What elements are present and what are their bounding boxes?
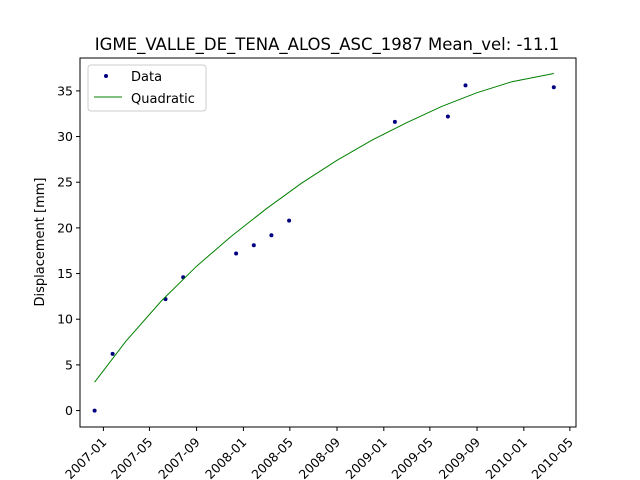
data-point — [392, 119, 397, 124]
y-axis: 0 5 10 15 20 25 30 35 — [57, 83, 80, 418]
legend: Data Quadratic — [87, 64, 207, 112]
x-tick-label: 2007-05 — [108, 435, 156, 480]
y-tick-label: 15 — [57, 266, 73, 281]
x-tick-label: 2009-09 — [436, 434, 484, 480]
y-tick-label: 0 — [65, 403, 73, 418]
data-point — [251, 243, 256, 248]
x-tick-label: 2009-01 — [342, 435, 390, 480]
y-tick-label: 10 — [57, 312, 73, 327]
y-tick-label: 20 — [57, 220, 73, 235]
legend-label-quadratic: Quadratic — [131, 92, 195, 107]
data-point — [110, 351, 115, 356]
y-axis-label: Displacement [mm] — [33, 178, 48, 307]
data-point — [269, 233, 274, 238]
y-tick-label: 25 — [57, 175, 73, 190]
x-tick-label: 2010-05 — [528, 435, 576, 480]
x-tick-label: 2009-05 — [388, 435, 436, 480]
x-tick-label: 2008-01 — [202, 435, 250, 480]
legend-marker-data — [104, 74, 108, 78]
x-tick-label: 2008-05 — [248, 435, 296, 480]
y-tick-label: 5 — [65, 357, 73, 372]
data-point — [463, 83, 468, 88]
legend-box — [87, 64, 207, 112]
series-line-quadratic — [94, 73, 554, 383]
data-point — [92, 408, 97, 413]
data-point — [445, 114, 450, 119]
series-layer — [92, 73, 556, 413]
y-tick-label: 30 — [57, 129, 73, 144]
data-point — [234, 251, 239, 256]
y-tick-label: 35 — [57, 83, 73, 98]
legend-label-data: Data — [131, 70, 162, 85]
x-tick-label: 2007-09 — [155, 434, 203, 480]
x-tick-label: 2007-01 — [62, 435, 110, 480]
x-tick-label: 2010-01 — [482, 435, 530, 480]
plot-area — [79, 57, 577, 428]
data-point — [551, 85, 556, 90]
chart-title: IGME_VALLE_DE_TENA_ALOS_ASC_1987 Mean_ve… — [95, 35, 559, 55]
x-tick-label: 2008-09 — [296, 434, 344, 480]
data-point — [287, 218, 292, 223]
